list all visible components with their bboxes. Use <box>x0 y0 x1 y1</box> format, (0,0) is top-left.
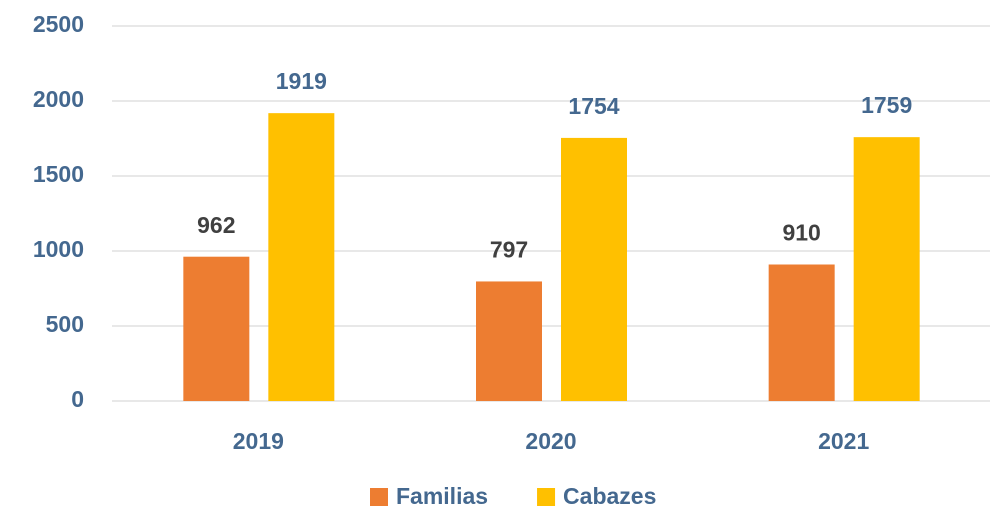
bar <box>853 137 920 401</box>
data-label: 1759 <box>861 92 912 118</box>
y-tick-label: 500 <box>46 311 84 337</box>
data-label: 962 <box>197 212 235 238</box>
x-tick-label: 2021 <box>818 428 869 454</box>
bar <box>476 281 542 401</box>
legend-label: Familias <box>396 483 488 509</box>
x-tick-label: 2019 <box>233 428 284 454</box>
y-tick-label: 1500 <box>33 161 84 187</box>
y-tick-label: 1000 <box>33 236 84 262</box>
y-tick-label: 2500 <box>33 11 84 37</box>
bar <box>768 264 835 401</box>
bar <box>561 137 627 401</box>
legend-label: Cabazes <box>563 483 656 509</box>
data-label: 797 <box>490 237 528 263</box>
y-tick-label: 2000 <box>33 86 84 112</box>
legend-swatch <box>537 488 556 506</box>
bar <box>268 113 335 402</box>
legend-swatch <box>370 488 388 506</box>
data-label: 1919 <box>276 68 327 94</box>
data-label: 1754 <box>568 93 619 119</box>
bar <box>183 256 250 401</box>
data-label: 910 <box>782 220 820 246</box>
x-tick-label: 2020 <box>525 428 576 454</box>
y-tick-label: 0 <box>71 386 84 412</box>
